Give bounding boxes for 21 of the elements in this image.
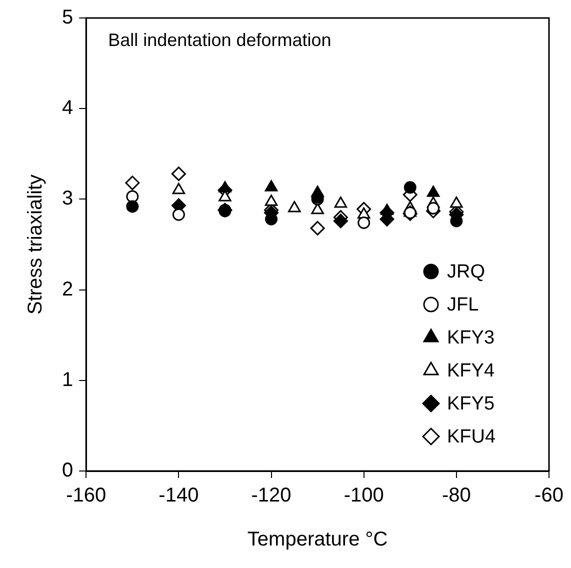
- legend-label: JFL: [447, 294, 479, 316]
- legend-label: KFY3: [447, 328, 495, 349]
- x-tick-label: -60: [534, 484, 564, 507]
- y-tick-label: 3: [62, 188, 74, 210]
- legend-label: JRQ: [447, 262, 485, 283]
- x-tick-label: -160: [66, 484, 106, 507]
- legend-label: KFY4: [447, 360, 495, 382]
- y-tick-label: 5: [62, 6, 74, 29]
- x-tick-label: -80: [442, 484, 471, 507]
- x-tick-label: -120: [251, 484, 292, 507]
- y-tick-label: 2: [62, 278, 74, 300]
- y-axis-title: Stress triaxiality: [24, 174, 47, 315]
- y-tick-label: 0: [62, 460, 74, 482]
- legend-label: KFU4: [447, 426, 496, 448]
- x-tick-label: -100: [344, 484, 384, 507]
- y-tick-label: 1: [62, 368, 74, 391]
- annotation: Ball indentation deformation: [108, 30, 332, 50]
- x-axis-title: Temperature °C: [247, 528, 388, 551]
- legend-label: KFY5: [447, 394, 495, 415]
- x-tick-label: -140: [158, 484, 199, 507]
- y-tick-label: 4: [62, 97, 74, 120]
